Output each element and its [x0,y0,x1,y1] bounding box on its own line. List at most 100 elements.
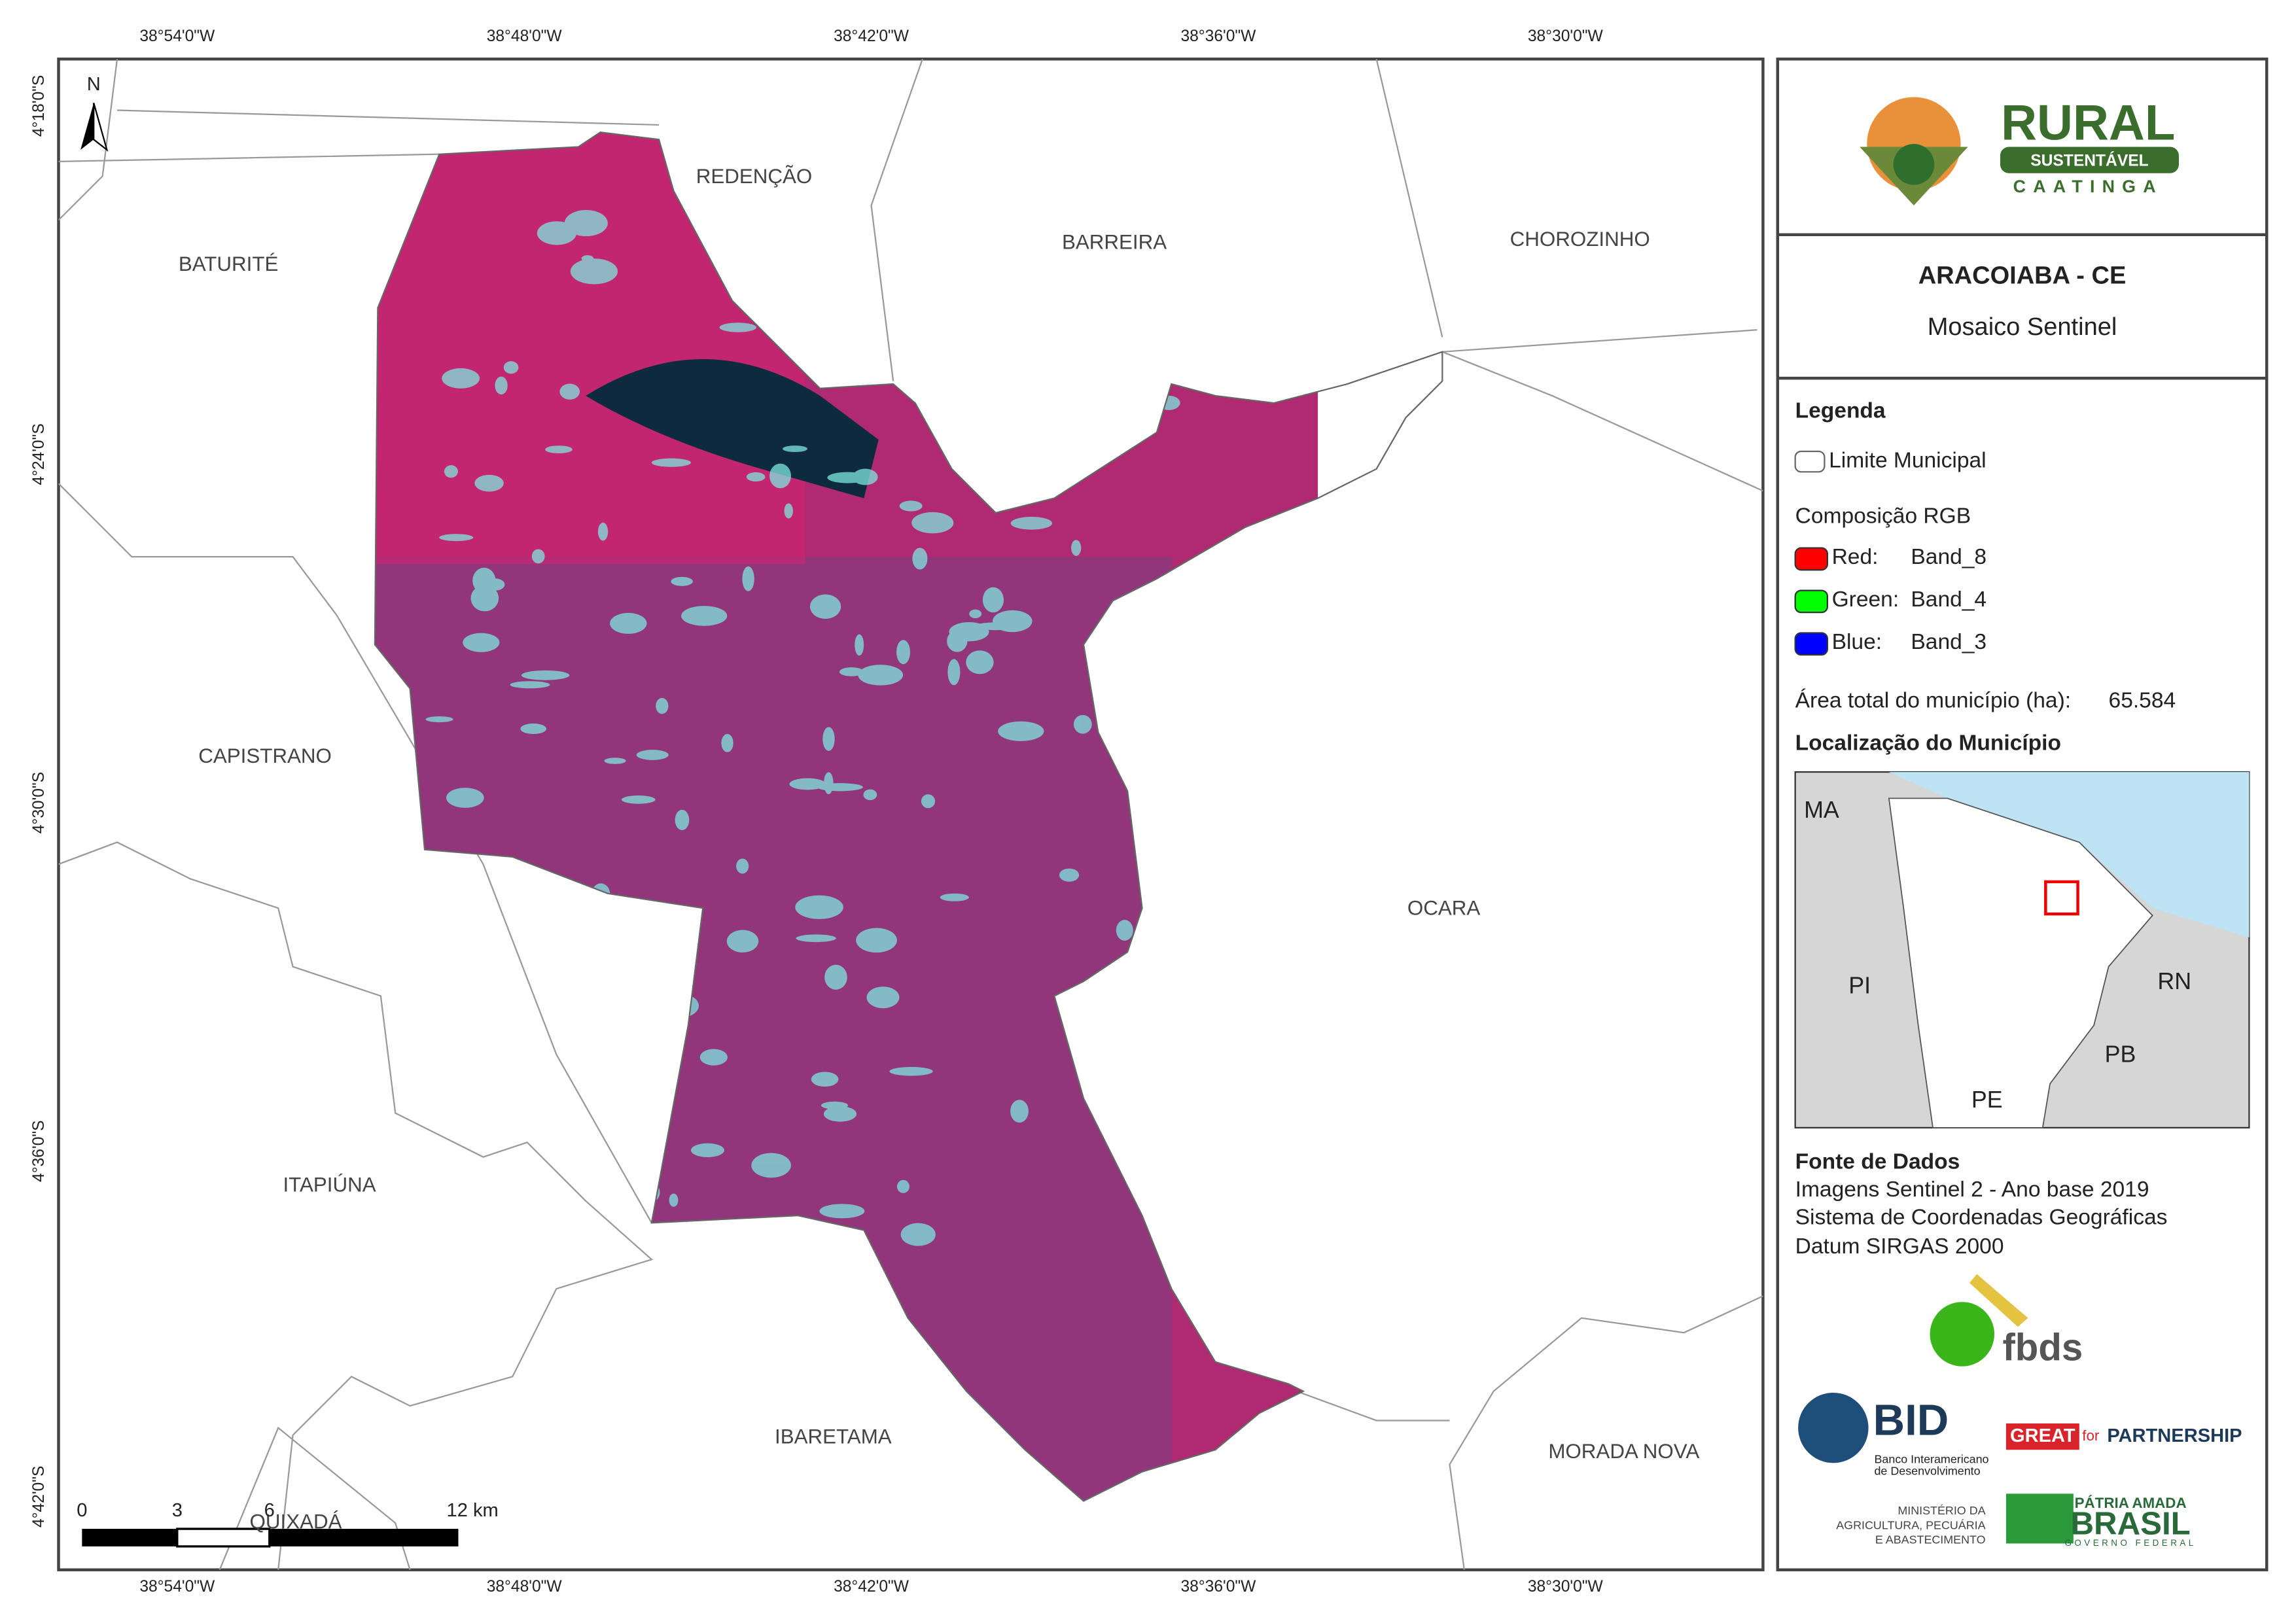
place-name: MORADA NOVA [1548,1440,1699,1463]
cover-patch [900,1223,936,1246]
cover-patch [681,606,728,626]
cover-patch [520,724,547,735]
great-logo: for [2082,1427,2100,1444]
bid-logo: BID [1873,1396,1949,1445]
place-name: CAPISTRANO [198,744,332,767]
cover-patch [896,640,910,665]
brasil-logo: GOVERNO FEDERAL [2065,1538,2197,1548]
x-coord: 38°42'0"W [834,27,910,45]
scale-bar [82,1527,459,1548]
cover-patch [795,895,843,919]
cover-patch [736,858,749,874]
cover-patch [940,893,969,901]
legend-item: Limite Municipal [1829,449,1987,473]
cover-patch [604,758,626,764]
place-name: OCARA [1407,897,1481,920]
limit-swatch [1794,450,1826,473]
cover-patch [811,1072,839,1087]
cover-patch [819,1204,865,1219]
y-coord: 4°30'0"S [30,772,48,833]
great-logo: GREAT [2010,1425,2075,1446]
cover-patch [651,458,691,467]
cover-patch [726,930,759,953]
cover-patch [510,681,550,689]
cover-patch [699,1049,728,1066]
cover-patch [531,549,545,564]
y-coord: 4°24'0"S [30,423,48,485]
inset-label: PB [2105,1041,2136,1068]
north-label: N [87,74,101,95]
cover-patch [796,934,836,943]
inset-label: MA [1804,797,1839,823]
place-name: CHOROZINHO [1510,228,1650,251]
cover-patch [669,1193,679,1207]
scale-label: 12 km [447,1500,499,1521]
source-line: Datum SIRGAS 2000 [1795,1234,2004,1259]
place-name: QUIXADÁ [250,1510,342,1533]
boundaries [58,59,1763,1570]
cover-patch [751,1153,791,1178]
bid-sub: Banco Interamericano [1874,1453,1988,1466]
rural-logo-mark [1860,97,2179,206]
x-coord: 38°42'0"W [834,1578,910,1596]
legend-heading: Legenda [1795,398,1886,423]
cover-patch [597,522,609,541]
ministry-logo: MINISTÉRIO DA [1898,1504,1985,1517]
cover-patch [1073,714,1092,734]
x-coord: 38°48'0"W [487,27,563,45]
cover-patch [809,594,841,619]
cover-patch [969,609,982,619]
band-swatch [1794,547,1828,571]
place-name: REDENÇÃO [696,165,813,188]
logo-sub: SUSTENTÁVEL [2030,151,2149,169]
cover-patch [671,576,693,586]
legend-item: Blue: [1832,630,1882,654]
cover-patch [1010,1100,1029,1123]
cover-patch [446,788,484,808]
cover-patch [966,650,994,674]
cover-patch [824,964,847,990]
area-value: 65.584 [2109,689,2176,713]
legend-item: Band_8 [1911,545,1987,569]
cover-patch [559,383,580,400]
y-coord: 4°42'0"S [30,1466,48,1527]
cover-patch [636,750,669,760]
cover-patch [899,500,923,512]
brasil-logo: BRASIL [2071,1506,2191,1542]
legend-item: Red: [1832,545,1879,569]
cover-patch [425,716,453,723]
cover-patch [947,659,961,686]
cover-patch [621,795,656,804]
cover-patch [463,633,500,652]
cover-patch [827,472,868,483]
scale-label: 6 [264,1500,275,1521]
x-coord: 38°36'0"W [1180,27,1256,45]
cover-patch [721,733,733,752]
x-coord: 38°54'0"W [139,27,215,45]
brasil-logo: PÁTRIA AMADA [2075,1495,2187,1511]
x-coord: 38°36'0"W [1180,1578,1256,1596]
x-coord: 38°54'0"W [139,1578,215,1596]
scale-label: 3 [172,1500,183,1521]
ministry-logo: AGRICULTURA, PECUÁRIA [1836,1518,1985,1531]
y-coord: 4°36'0"S [30,1120,48,1181]
cover-patch [889,1066,933,1076]
cover-patch [521,670,570,680]
y-coord: 4°18'0"S [30,75,48,137]
cover-patch [1059,868,1080,882]
cover-patch [998,721,1044,741]
cover-patch [1010,517,1053,530]
cover-patch [690,1143,724,1157]
legend-item: Band_4 [1911,587,1987,612]
place-name: BARREIRA [1062,230,1167,253]
logo-sub: CAATINGA [2013,177,2163,196]
cover-patch [503,361,519,374]
inset-label: PI [1848,972,1871,998]
cover-patch [439,534,474,542]
place-name: ITAPIÚNA [283,1174,376,1196]
partner-marks [1798,1274,2079,1544]
inset-label: RN [2157,968,2191,994]
cover-patch [911,512,954,534]
cover-patch [610,612,647,634]
